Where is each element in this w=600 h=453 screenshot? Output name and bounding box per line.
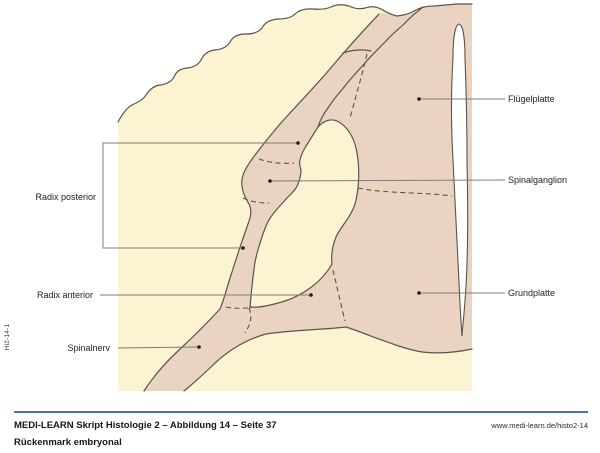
radix-posterior-bracket — [102, 142, 298, 249]
root-entry-notch — [342, 49, 372, 54]
radix-posterior-annotation: Radix posterior — [35, 141, 300, 250]
spinalganglion-label: Spinalganglion — [508, 175, 567, 185]
spinalganglion-leader-line — [269, 179, 506, 182]
root-entry-dashed-boundary — [349, 53, 368, 119]
figure-code-label: Hi2-14-1 — [4, 324, 11, 351]
ganglion-upper-dashed-boundary — [258, 158, 295, 164]
radix-anterior-marker-dot — [309, 293, 313, 297]
footer-source-line: MEDI-LEARN Skript Histologie 2 – Abbildu… — [14, 420, 277, 431]
neural-tube-tissue — [144, 4, 472, 391]
dorsal-root-right-edge — [249, 6, 424, 309]
radix-posterior-upper-dot — [296, 141, 300, 145]
spinalnerv-leader-line — [117, 346, 200, 349]
fluegelplatte-label: Flügelplatte — [508, 94, 555, 104]
tube-bottom-edge — [183, 326, 473, 392]
tube-wall-gap-edge — [250, 119, 360, 308]
sulcus-limitans-dashed — [357, 187, 453, 197]
fluegelplatte-annotation: Flügelplatte — [417, 94, 555, 104]
fluegelplatte-marker-dot — [417, 97, 421, 101]
footer-url: www.medi-learn.de/histo2-14 — [490, 421, 588, 430]
spinalganglion-marker-dot — [268, 179, 272, 183]
footer-caption: Rückenmark embryonal — [14, 437, 122, 448]
spinalnerv-label: Spinalnerv — [67, 343, 110, 353]
dorsal-root-left-edge — [143, 13, 380, 392]
grundplatte-marker-dot — [417, 291, 421, 295]
footer-rule — [14, 411, 588, 413]
radix-posterior-label: Radix posterior — [35, 192, 96, 202]
nerve-junction-dashed-boundary — [225, 306, 252, 334]
torn-edge-border — [117, 3, 473, 123]
footer: MEDI-LEARN Skript Histologie 2 – Abbildu… — [14, 411, 588, 448]
spinalnerv-annotation: Spinalnerv — [67, 343, 201, 353]
ganglion-lower-dashed-boundary — [242, 197, 270, 204]
spinalnerv-marker-dot — [197, 345, 201, 349]
grundplatte-label: Grundplatte — [508, 288, 555, 298]
radix-anterior-annotation: Radix anterior — [37, 290, 313, 300]
grundplatte-annotation: Grundplatte — [417, 288, 555, 298]
radix-anterior-label: Radix anterior — [37, 290, 93, 300]
spinalganglion-annotation: Spinalganglion — [268, 175, 567, 185]
radix-posterior-lower-dot — [241, 246, 245, 250]
ventral-root-dashed-boundary — [332, 269, 346, 322]
